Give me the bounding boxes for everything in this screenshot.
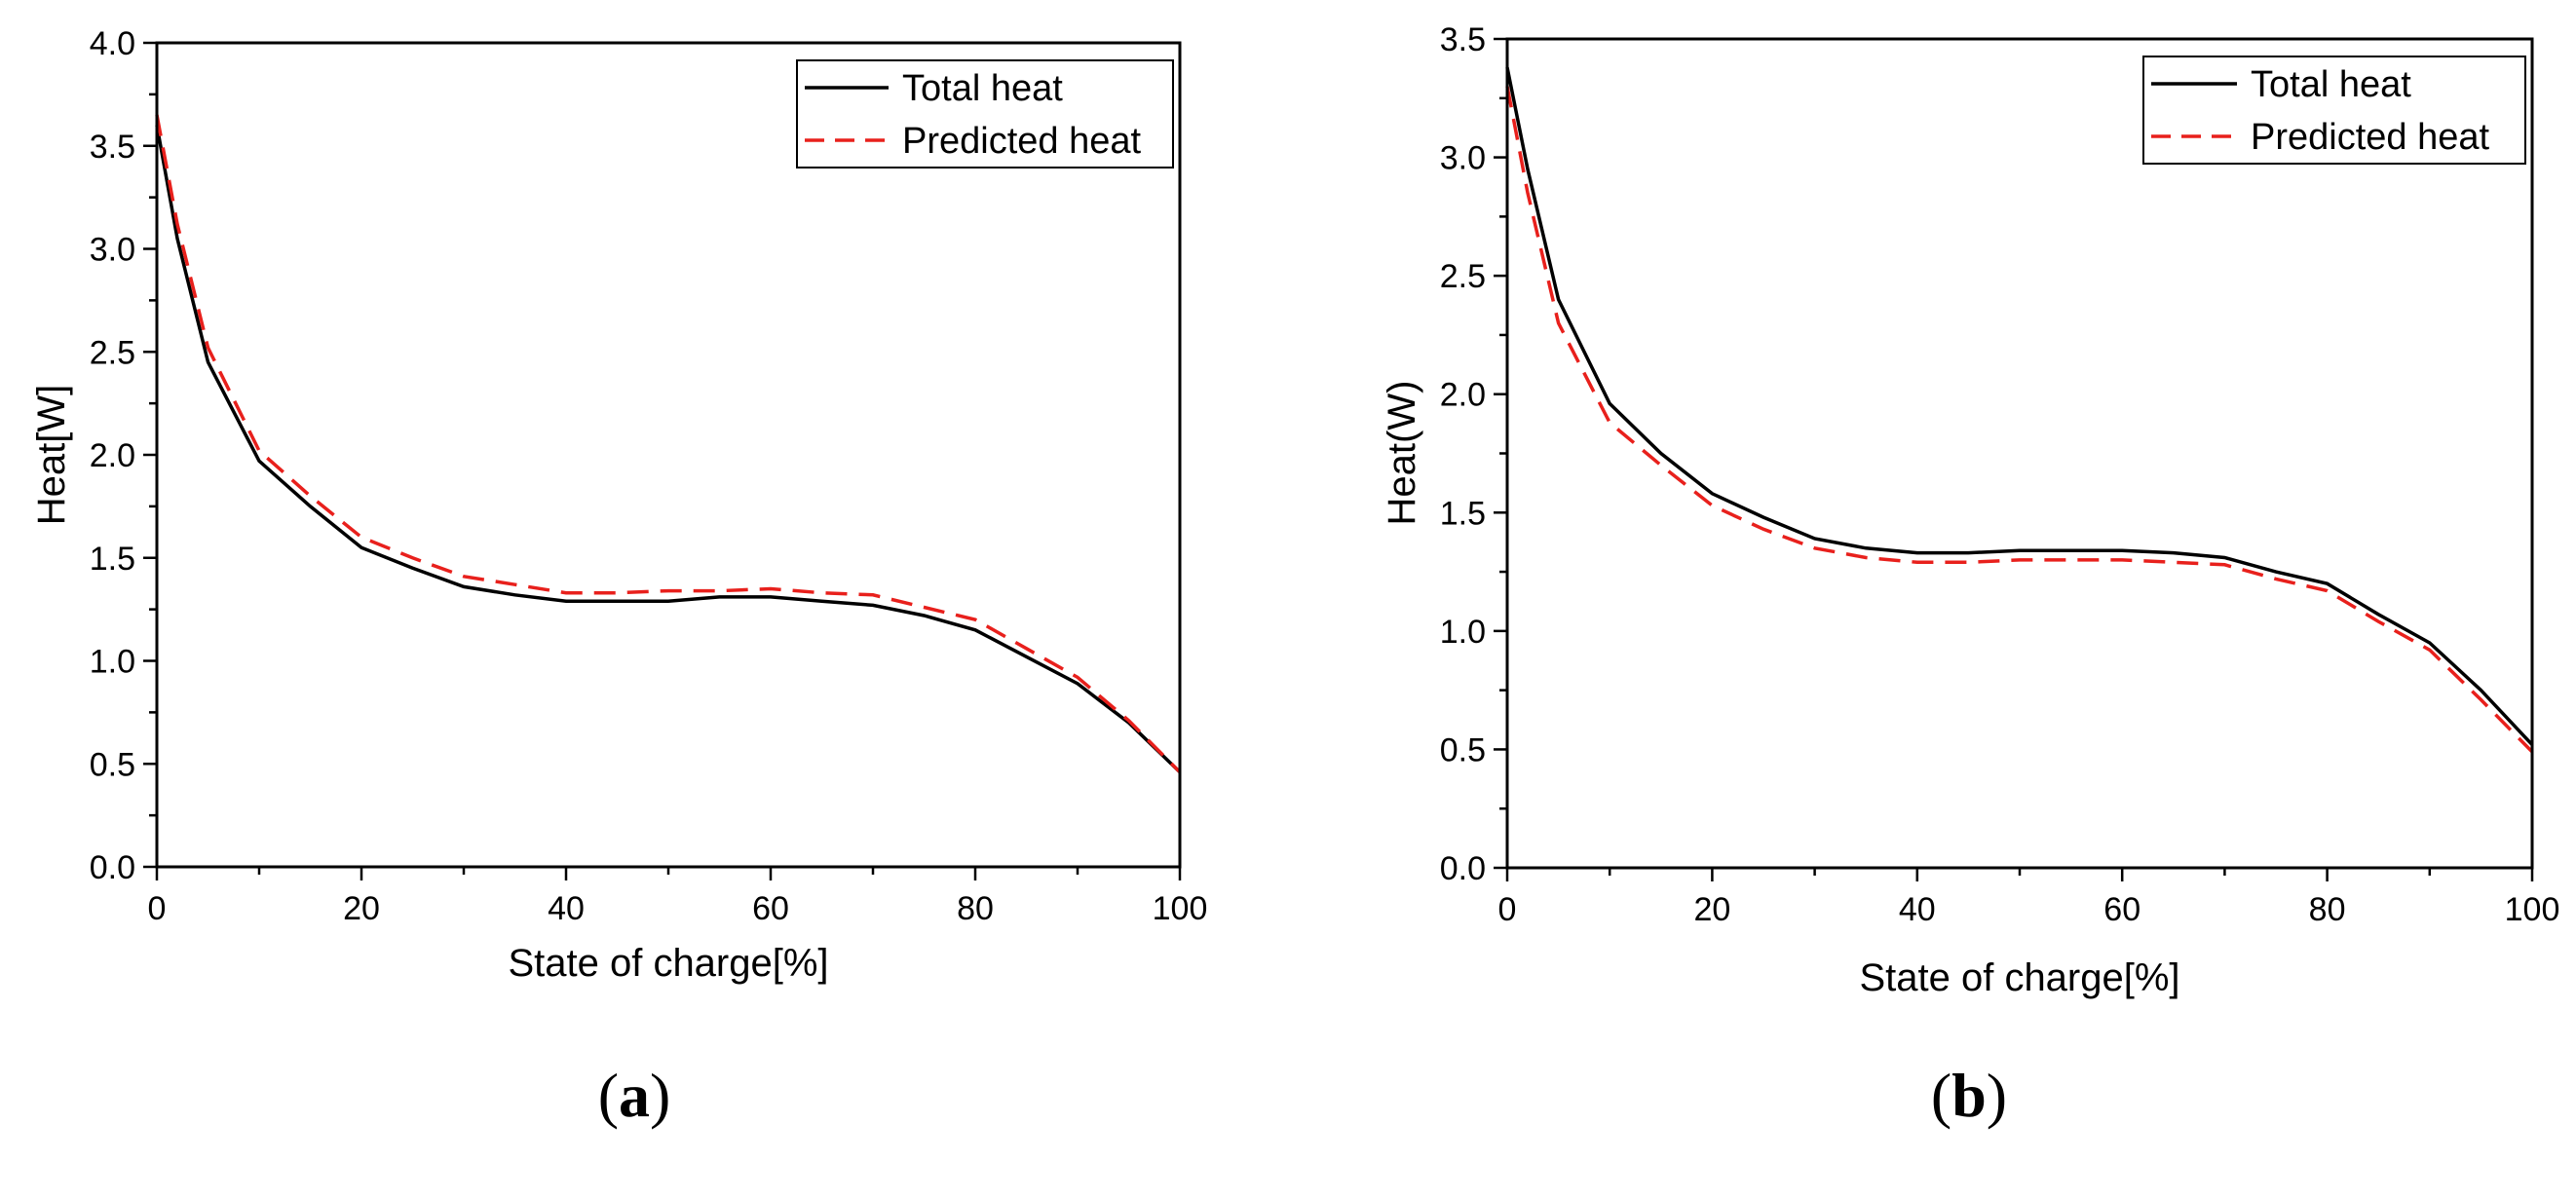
y-tick-label: 2.0 — [90, 437, 135, 474]
x-tick-label: 100 — [2505, 891, 2560, 928]
panel-letter-b: b — [1951, 1061, 1987, 1130]
y-tick-label: 1.5 — [90, 541, 135, 578]
series-line-a-total-heat — [155, 125, 1182, 773]
x-tick-label: 60 — [752, 890, 789, 927]
panel-letter-a: a — [619, 1061, 650, 1130]
chart-panel-b: 0 20 40 60 80 100 0.0 0.5 1.0 1.5 2.0 2.… — [1381, 21, 2559, 1130]
y-tick-labels-a: 0.0 0.5 1.0 1.5 2.0 2.5 3.0 3.5 4.0 — [90, 25, 135, 886]
x-tick-label: 20 — [343, 890, 380, 927]
legend-box-a — [796, 59, 1174, 168]
x-tick-label: 0 — [148, 890, 167, 927]
y-tick-label: 0.5 — [90, 746, 135, 783]
y-tick-label: 2.5 — [90, 334, 135, 371]
y-tick-label: 2.5 — [1440, 258, 1486, 295]
legend-label-a-total-heat: Total heat — [902, 68, 1063, 109]
series-line-a-predicted-heat — [155, 114, 1182, 773]
x-tick-labels-b: 0 20 40 60 80 100 — [1498, 891, 2560, 928]
x-tick-label: 100 — [1153, 890, 1208, 927]
y-axis-title-b: Heat(W) — [1381, 381, 1423, 526]
y-tick-label: 4.0 — [90, 25, 135, 62]
y-tick-label: 0.5 — [1440, 731, 1486, 768]
y-tick-label: 1.0 — [1440, 614, 1486, 651]
x-axis-title-a: State of charge[%] — [508, 942, 828, 985]
y-tick-label: 3.5 — [90, 129, 135, 166]
x-tick-label: 60 — [2103, 891, 2140, 928]
y-ticks-a — [143, 41, 157, 869]
legend-b: Total heat Predicted heat — [2142, 56, 2526, 165]
x-tick-label: 20 — [1693, 891, 1730, 928]
series-line-b-predicted-heat — [1505, 86, 2534, 754]
legend-label-a-predicted-heat: Predicted heat — [902, 121, 1141, 162]
x-tick-labels-a: 0 20 40 60 80 100 — [148, 890, 1208, 927]
x-tick-label: 40 — [548, 890, 585, 927]
x-ticks-b — [1505, 868, 2534, 881]
panel-label-b: (b) — [1931, 1061, 2007, 1130]
x-axis-title-b: State of charge[%] — [1859, 956, 2179, 999]
y-ticks-b — [1494, 37, 1507, 870]
y-axis-title-a: Heat[W] — [30, 385, 73, 525]
series-layer-a — [155, 114, 1182, 773]
y-tick-label: 3.5 — [1440, 21, 1486, 58]
y-tick-label: 3.0 — [90, 232, 135, 269]
legend-box-b — [2142, 56, 2526, 165]
series-line-b-total-heat — [1505, 66, 2534, 746]
y-tick-label: 0.0 — [1440, 850, 1486, 887]
x-tick-label: 0 — [1498, 891, 1517, 928]
panel-label-a: (a) — [598, 1061, 671, 1130]
x-tick-label: 40 — [1899, 891, 1936, 928]
x-ticks-a — [155, 867, 1182, 880]
y-tick-label: 0.0 — [90, 849, 135, 886]
y-tick-labels-b: 0.0 0.5 1.0 1.5 2.0 2.5 3.0 3.5 — [1440, 21, 1486, 887]
chart-panel-a: 0 20 40 60 80 100 0.0 0.5 1.0 1.5 2.0 2.… — [30, 25, 1207, 1130]
x-tick-label: 80 — [2309, 891, 2346, 928]
y-tick-label: 3.0 — [1440, 140, 1486, 177]
y-tick-label: 1.5 — [1440, 495, 1486, 532]
legend-label-b-total-heat: Total heat — [2251, 64, 2411, 105]
x-tick-label: 80 — [957, 890, 994, 927]
legend-label-b-predicted-heat: Predicted heat — [2251, 117, 2489, 158]
y-tick-label: 2.0 — [1440, 377, 1486, 414]
series-layer-b — [1505, 66, 2534, 754]
legend-a: Total heat Predicted heat — [796, 59, 1174, 168]
y-tick-label: 1.0 — [90, 644, 135, 681]
